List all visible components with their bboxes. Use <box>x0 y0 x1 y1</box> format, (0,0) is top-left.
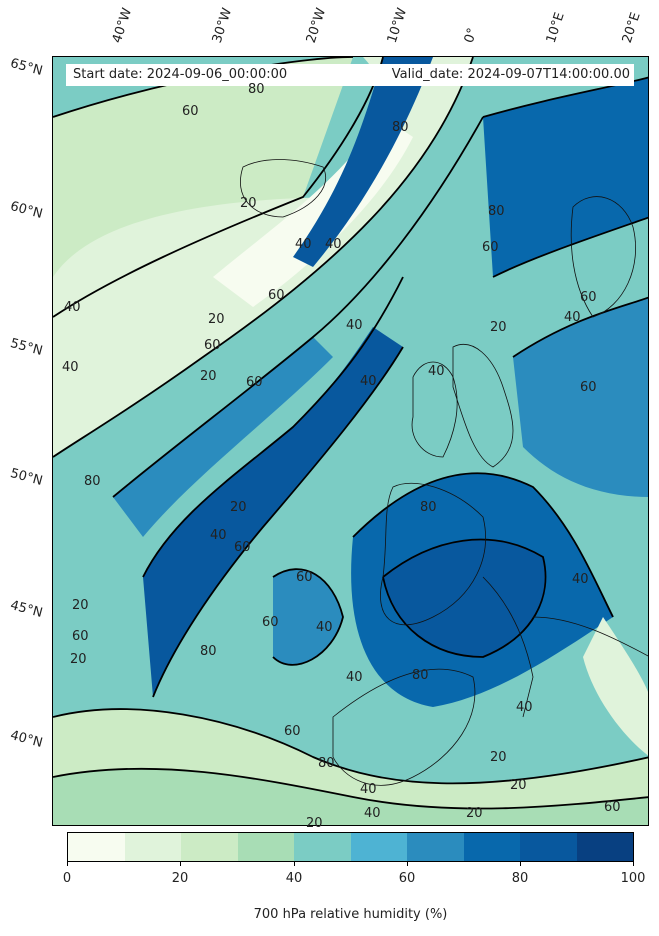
lon-label-10w: 10°W <box>384 6 411 45</box>
contour-label: 20 <box>208 312 225 327</box>
contour-label: 80 <box>200 644 217 659</box>
lat-label-60n: 60°N <box>8 199 45 222</box>
contour-label: 60 <box>580 290 597 305</box>
contour-label: 20 <box>510 778 527 793</box>
humidity-map <box>52 56 649 826</box>
contour-label: 40 <box>64 300 81 315</box>
contour-label: 60 <box>246 375 263 390</box>
contour-label: 80 <box>318 756 335 771</box>
valid-date: Valid_date: 2024-09-07T14:00:00.00 <box>391 67 630 82</box>
contour-label: 60 <box>296 570 313 585</box>
colorbar-tickmark <box>180 862 181 866</box>
contour-label: 60 <box>204 338 221 353</box>
colorbar-tickmark <box>407 862 408 866</box>
lon-label-20w: 20°W <box>303 6 330 45</box>
colorbar-bin <box>68 833 125 861</box>
contour-label: 40 <box>346 670 363 685</box>
colorbar-tick-label: 60 <box>398 871 416 886</box>
lon-label-30w: 30°W <box>209 6 236 45</box>
lat-label-40n: 40°N <box>8 728 45 751</box>
contour-label: 40 <box>346 318 363 333</box>
contour-label: 40 <box>360 374 377 389</box>
lat-label-50n: 50°N <box>8 466 45 489</box>
colorbar-label: 700 hPa relative humidity (%) <box>253 907 448 922</box>
colorbar-bin <box>294 833 351 861</box>
colorbar-bin <box>576 833 633 861</box>
contour-label: 60 <box>182 104 199 119</box>
contour-label: 60 <box>234 540 251 555</box>
contour-label: 20 <box>70 652 87 667</box>
contour-label: 40 <box>564 310 581 325</box>
contour-label: 80 <box>84 474 101 489</box>
contour-label: 20 <box>466 806 483 821</box>
contour-label: 60 <box>604 800 621 815</box>
contour-label: 20 <box>240 196 257 211</box>
colorbar-bin <box>407 833 464 861</box>
contour-label: 60 <box>580 380 597 395</box>
contour-label: 60 <box>72 629 89 644</box>
contour-label: 40 <box>210 528 227 543</box>
lon-label-40w: 40°W <box>109 6 136 45</box>
humidity-field <box>53 57 648 825</box>
lon-label-0: 0° <box>461 26 481 45</box>
contour-label: 80 <box>412 668 429 683</box>
contour-label: 40 <box>428 364 445 379</box>
colorbar <box>67 832 634 862</box>
info-bar: Start date: 2024-09-06_00:00:00 Valid_da… <box>66 64 634 86</box>
contour-label: 60 <box>284 724 301 739</box>
colorbar-tick-label: 20 <box>171 871 189 886</box>
colorbar-tick-label: 40 <box>285 871 303 886</box>
colorbar-tickmark <box>67 862 68 866</box>
contour-label: 40 <box>360 782 377 797</box>
contour-label: 40 <box>572 572 589 587</box>
lat-label-45n: 45°N <box>8 598 45 621</box>
contour-label: 40 <box>316 620 333 635</box>
contour-label: 20 <box>72 598 89 613</box>
lon-label-20e: 20°E <box>619 10 644 46</box>
colorbar-bin <box>463 833 520 861</box>
contour-label: 80 <box>420 500 437 515</box>
contour-label: 20 <box>490 750 507 765</box>
colorbar-bin <box>124 833 181 861</box>
start-date: Start date: 2024-09-06_00:00:00 <box>73 67 288 82</box>
contour-label: 40 <box>325 237 342 252</box>
colorbar-bin <box>181 833 238 861</box>
contour-label: 60 <box>482 240 499 255</box>
contour-label: 20 <box>230 500 247 515</box>
lat-label-55n: 55°N <box>8 336 45 359</box>
colorbar-bin <box>237 833 294 861</box>
contour-label: 20 <box>200 369 217 384</box>
lon-label-10e: 10°E <box>543 10 568 46</box>
contour-label: 60 <box>268 288 285 303</box>
contour-label: 40 <box>516 700 533 715</box>
colorbar-tick-label: 100 <box>620 871 646 886</box>
colorbar-bin <box>350 833 407 861</box>
colorbar-tickmark <box>520 862 521 866</box>
lat-label-65n: 65°N <box>8 56 45 79</box>
contour-label: 20 <box>306 816 323 831</box>
contour-label: 80 <box>488 204 505 219</box>
colorbar-tickmark <box>294 862 295 866</box>
contour-label: 80 <box>248 82 265 97</box>
contour-label: 40 <box>364 806 381 821</box>
contour-label: 60 <box>262 615 279 630</box>
colorbar-tickmark <box>633 862 634 866</box>
contour-label: 20 <box>490 320 507 335</box>
colorbar-bin <box>520 833 577 861</box>
contour-label: 40 <box>295 237 312 252</box>
colorbar-tick-label: 0 <box>62 871 72 886</box>
contour-label: 80 <box>392 120 409 135</box>
colorbar-tick-label: 80 <box>511 871 529 886</box>
contour-label: 40 <box>62 360 79 375</box>
